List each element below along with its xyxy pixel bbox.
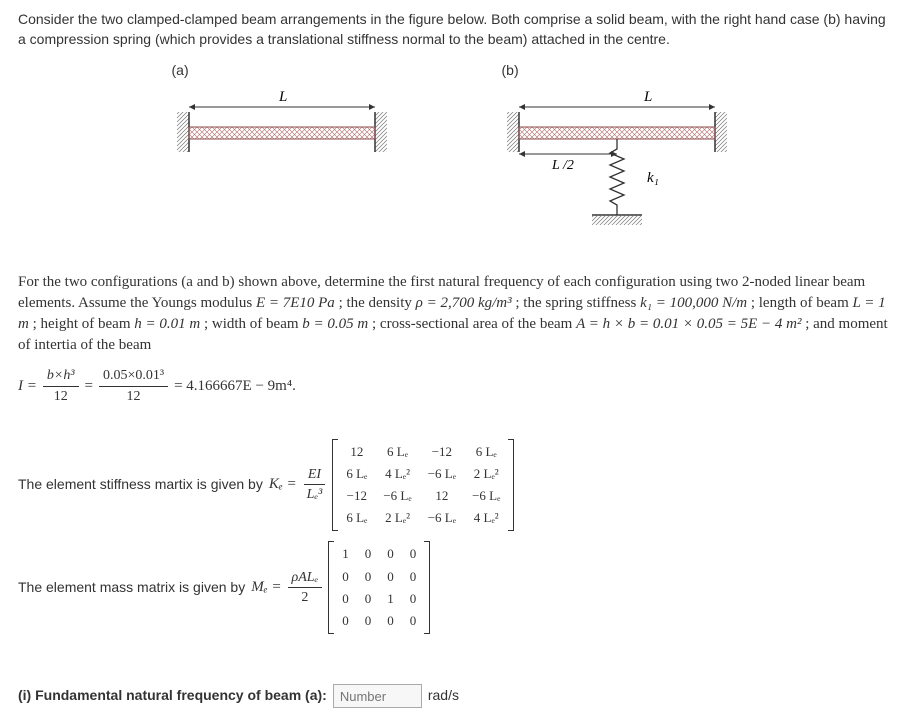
eq-h: h = 0.01 m bbox=[134, 316, 200, 332]
matrix-cell: −12 bbox=[338, 485, 375, 507]
dim-L-a: L bbox=[278, 89, 287, 105]
matrix-cell: 4 Lₑ² bbox=[464, 507, 508, 529]
matrix-cell: 0 bbox=[334, 588, 357, 610]
matrix-cell: 0 bbox=[357, 566, 380, 588]
matrix-cell: 0 bbox=[357, 588, 380, 610]
problem-paragraph: For the two configurations (a and b) sho… bbox=[18, 272, 895, 356]
matrix-cell: −6 Lₑ bbox=[420, 507, 464, 529]
figure-row: (a) L (b) bbox=[18, 61, 895, 252]
matrix-cell: 2 Lₑ² bbox=[464, 463, 508, 485]
I-result: = 4.166667E − 9m⁴. bbox=[174, 376, 296, 397]
I-frac1: b×h³ 12 bbox=[43, 366, 79, 406]
matrix-cell: 0 bbox=[402, 588, 425, 610]
figure-b: (b) L bbox=[482, 61, 762, 252]
figure-a-label: (a) bbox=[152, 61, 412, 81]
matrix-cell: 0 bbox=[334, 610, 357, 632]
I-frac1-num: b×h³ bbox=[43, 366, 79, 387]
eq-A: A = h × b = 0.01 × 0.05 = 5E − 4 m² bbox=[576, 316, 801, 332]
figure-b-label: (b) bbox=[482, 61, 762, 81]
txt-6: ; width of beam bbox=[204, 316, 302, 332]
matrix-cell: 1 bbox=[379, 588, 402, 610]
matrix-cell: 0 bbox=[379, 543, 402, 565]
answer-input-beam-a[interactable] bbox=[333, 684, 422, 708]
Me-text: The element mass matrix is given by bbox=[18, 578, 245, 598]
dim-Lhalf: L /2 bbox=[551, 158, 574, 173]
matrix-cell: 0 bbox=[402, 566, 425, 588]
I-frac2: 0.05×0.01³ 12 bbox=[99, 366, 168, 406]
matrix-cell: −6 Lₑ bbox=[420, 463, 464, 485]
txt-2: ; the density bbox=[339, 295, 416, 311]
figure-a: (a) L bbox=[152, 61, 412, 252]
Ke-coef: EI Lₑ³ bbox=[303, 465, 327, 505]
matrix-cell: 6 Lₑ bbox=[464, 441, 508, 463]
eq-k1: k₁ = 100,000 N/m bbox=[640, 295, 747, 311]
txt-3: ; the spring stiffness bbox=[515, 295, 640, 311]
matrix-cell: 0 bbox=[357, 543, 380, 565]
txt-7: ; cross-sectional area of the beam bbox=[372, 316, 576, 332]
matrix-cell: −12 bbox=[420, 441, 464, 463]
matrix-cell: 6 Lₑ bbox=[338, 463, 375, 485]
spring-k1-label: k₁ bbox=[647, 170, 659, 186]
moment-inertia-equation: I = b×h³ 12 = 0.05×0.01³ 12 = 4.166667E … bbox=[18, 366, 895, 406]
question-1-row: (i) Fundamental natural frequency of bea… bbox=[18, 684, 895, 708]
matrix-cell: 4 Lₑ² bbox=[375, 463, 419, 485]
Me-coef-num: ρALₑ bbox=[288, 568, 323, 589]
question-1-label: (i) Fundamental natural frequency of bea… bbox=[18, 686, 327, 706]
matrix-cell: 0 bbox=[357, 610, 380, 632]
eq-E: E = 7E10 Pa bbox=[256, 295, 335, 311]
matrix-cell: 2 Lₑ² bbox=[375, 507, 419, 529]
beam-b-svg: L L /2 k₁ bbox=[482, 87, 762, 247]
eq-rho: ρ = 2,700 kg/m³ bbox=[416, 295, 512, 311]
Me-coef: ρALₑ 2 bbox=[288, 568, 323, 608]
Ke-coef-den: Lₑ³ bbox=[303, 485, 327, 505]
eq-sign-1: = bbox=[85, 376, 93, 397]
I-lhs: I = bbox=[18, 376, 37, 397]
Me-sym: Mₑ = bbox=[251, 577, 281, 598]
question-1-units: rad/s bbox=[428, 686, 459, 706]
I-frac1-den: 12 bbox=[50, 387, 72, 407]
txt-4: ; length of beam bbox=[751, 295, 853, 311]
Ke-text: The element stiffness martix is given by bbox=[18, 475, 263, 495]
matrix-cell: 12 bbox=[338, 441, 375, 463]
txt-5: ; height of beam bbox=[33, 316, 135, 332]
beam-a-svg: L bbox=[152, 87, 412, 177]
matrix-cell: 0 bbox=[402, 543, 425, 565]
matrix-cell: 0 bbox=[334, 566, 357, 588]
I-frac2-den: 12 bbox=[123, 387, 145, 407]
mass-matrix-line: The element mass matrix is given by Mₑ =… bbox=[18, 541, 895, 634]
matrix-cell: 1 bbox=[334, 543, 357, 565]
matrix-cell: −6 Lₑ bbox=[375, 485, 419, 507]
matrix-cell: 0 bbox=[379, 610, 402, 632]
matrix-cell: 12 bbox=[420, 485, 464, 507]
Me-coef-den: 2 bbox=[297, 588, 312, 608]
intro-paragraph: Consider the two clamped-clamped beam ar… bbox=[18, 10, 895, 49]
Ke-sym: Kₑ = bbox=[269, 474, 297, 495]
matrix-cell: 6 Lₑ bbox=[338, 507, 375, 529]
eq-b: b = 0.05 m bbox=[302, 316, 368, 332]
matrix-cell: 6 Lₑ bbox=[375, 441, 419, 463]
matrix-cell: 0 bbox=[402, 610, 425, 632]
I-frac2-num: 0.05×0.01³ bbox=[99, 366, 168, 387]
matrix-cell: 0 bbox=[379, 566, 402, 588]
stiffness-matrix-line: The element stiffness martix is given by… bbox=[18, 439, 895, 532]
Ke-coef-num: EI bbox=[304, 465, 325, 486]
Me-matrix: 1000000000100000 bbox=[328, 541, 430, 634]
Ke-matrix: 126 Lₑ−126 Lₑ6 Lₑ4 Lₑ²−6 Lₑ2 Lₑ²−12−6 Lₑ… bbox=[332, 439, 514, 532]
matrix-cell: −6 Lₑ bbox=[464, 485, 508, 507]
dim-L-b: L bbox=[643, 89, 652, 105]
